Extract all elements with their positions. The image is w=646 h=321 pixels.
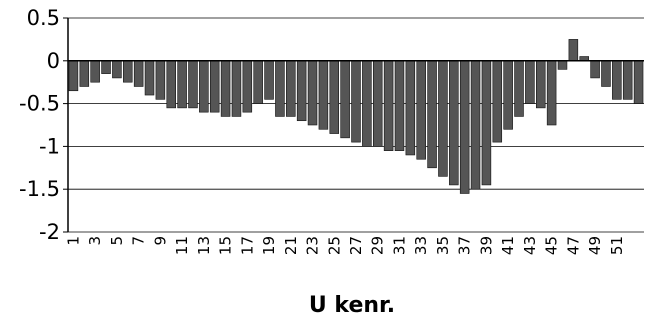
x-tick-label: 1	[64, 236, 82, 246]
x-tick-label: 5	[108, 236, 126, 246]
y-tick-label: 0	[47, 49, 60, 73]
x-tick-label: 23	[304, 236, 322, 255]
y-tick-label: 0.5	[27, 6, 60, 30]
y-tick-label: -2	[39, 220, 60, 244]
bar-4	[101, 60, 111, 74]
bar-39	[481, 60, 492, 186]
y-tick-label: -0.5	[19, 92, 60, 116]
y-tick-labels: 0.5 0 -0.5 -1 -1.5 -2	[19, 6, 60, 244]
x-tick-label: 7	[130, 236, 148, 246]
bar-12	[188, 60, 198, 109]
bar-7	[133, 60, 144, 87]
bar-8	[144, 60, 155, 96]
bar-27	[351, 60, 361, 143]
x-tick-label: 29	[369, 236, 387, 255]
bar-28	[362, 60, 372, 147]
x-tick-label: 49	[586, 236, 604, 255]
bars	[68, 39, 644, 194]
bar-23	[307, 60, 318, 126]
y-tick-label: -1	[39, 134, 60, 158]
bar-47	[568, 39, 579, 62]
bar-1	[68, 60, 79, 92]
bar-16	[231, 60, 242, 117]
bar-31	[394, 60, 405, 151]
bar-22	[296, 60, 307, 122]
x-tick-label: 13	[195, 236, 213, 255]
bar-29	[372, 60, 383, 147]
bar-6	[123, 60, 133, 83]
bar-49	[590, 60, 600, 79]
x-tick-label: 3	[86, 236, 104, 246]
x-tick-label: 37	[456, 236, 474, 255]
bar-35	[438, 60, 448, 177]
bar-30	[383, 60, 394, 151]
bar-53	[633, 60, 644, 104]
x-tick-label: 45	[543, 236, 561, 255]
x-tick-label: 27	[347, 236, 365, 255]
bar-10	[166, 60, 176, 109]
bar-21	[286, 60, 296, 117]
bar-32	[405, 60, 416, 156]
bar-33	[416, 60, 426, 160]
bar-40	[492, 60, 503, 143]
bar-34	[427, 60, 437, 169]
x-tick-label: 33	[412, 236, 430, 255]
bar-45	[546, 60, 557, 126]
bar-20	[275, 60, 285, 117]
bar-5	[112, 60, 122, 79]
bar-25	[329, 60, 340, 134]
bar-38	[470, 60, 481, 190]
bar-11	[177, 60, 187, 109]
x-tick-label: 41	[499, 236, 517, 255]
x-tick-label: 47	[564, 236, 582, 255]
bar-52	[622, 60, 633, 100]
bar-37	[459, 60, 470, 194]
bar-26	[340, 60, 350, 139]
x-tick-label: 17	[238, 236, 256, 255]
bar-41	[503, 60, 513, 130]
bar-46	[557, 60, 568, 70]
bar-18	[253, 60, 263, 104]
x-tick-label: 35	[434, 236, 452, 255]
bar-13	[199, 60, 209, 113]
bar-9	[155, 60, 166, 100]
x-tick-label: 51	[608, 236, 626, 255]
bar-44	[535, 60, 546, 109]
x-axis-label: U kenr.	[309, 293, 395, 318]
bar-2	[79, 60, 90, 87]
bar-24	[318, 60, 329, 130]
bar-36	[449, 60, 459, 186]
bar-19	[264, 60, 274, 100]
x-tick-labels: 1 3 5 7 9 11 13 15 17 19 21 23 25 27 29 31 33 35 37 39 41 43 4…	[64, 236, 625, 255]
bar-43	[525, 60, 535, 104]
bar-50	[601, 60, 611, 87]
x-tick-label: 43	[521, 236, 539, 255]
y-tick-label: -1.5	[19, 177, 60, 201]
x-tick-label: 9	[151, 236, 169, 246]
bar-51	[612, 60, 622, 100]
bar-15	[220, 60, 231, 117]
x-tick-label: 19	[260, 236, 278, 255]
bar-42	[514, 60, 524, 117]
x-tick-label: 39	[477, 236, 495, 255]
x-tick-label: 21	[282, 236, 300, 255]
bar-17	[242, 60, 253, 113]
bar-3	[90, 60, 100, 83]
x-tick-label: 11	[173, 236, 191, 255]
x-tick-label: 25	[325, 236, 343, 255]
x-tick-label: 15	[217, 236, 235, 255]
bar-14	[209, 60, 220, 113]
x-tick-label: 31	[390, 236, 408, 255]
